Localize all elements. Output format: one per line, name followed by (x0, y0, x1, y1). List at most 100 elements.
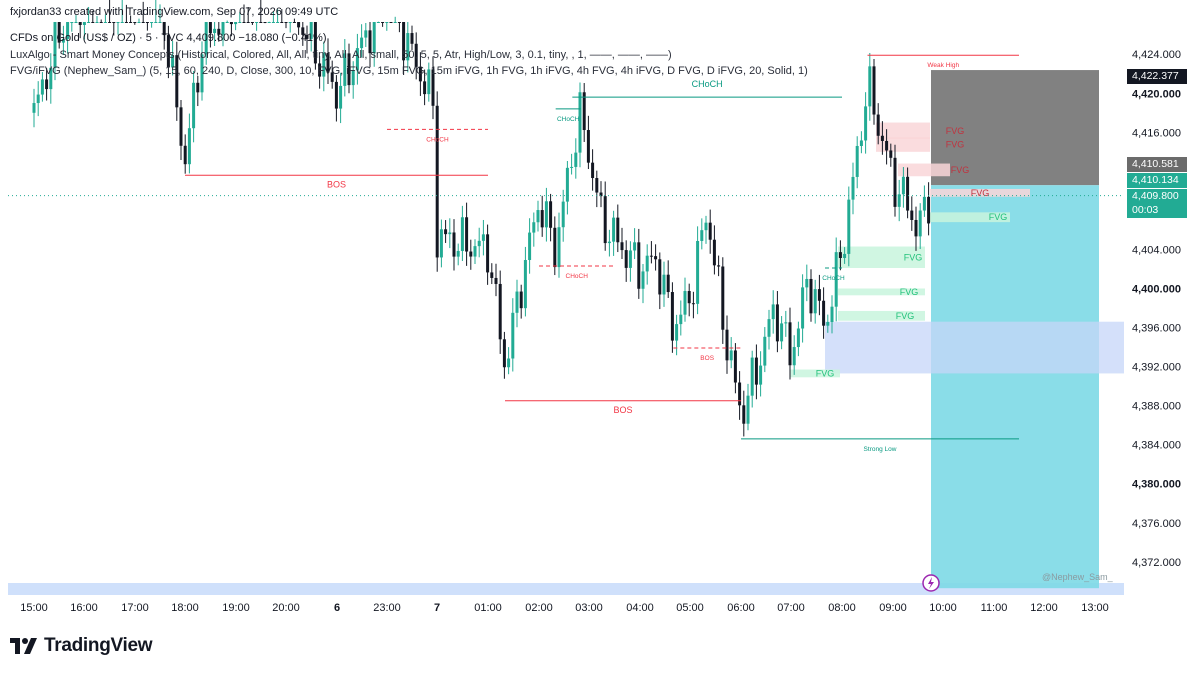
candle-body (826, 321, 830, 326)
candle-body (234, 22, 238, 25)
candle-body (267, 22, 271, 23)
candle-body (61, 38, 65, 43)
candle-body (922, 196, 926, 211)
candle-body (116, 22, 120, 23)
candle-body (637, 242, 641, 289)
candle-body (137, 22, 141, 23)
price-badge-last: 4,409.800 (1127, 189, 1187, 204)
candle-body (301, 27, 305, 35)
candle-body (221, 22, 225, 35)
candle-body (494, 277, 498, 284)
lightning-icon (922, 574, 940, 592)
candle-body (410, 33, 414, 44)
x-tick-label: 18:00 (171, 602, 199, 614)
candle-body (834, 252, 838, 307)
candle-body (612, 217, 616, 242)
x-tick-label: 23:00 (373, 602, 401, 614)
candle-body (553, 227, 557, 268)
candle-body (817, 289, 821, 301)
candle-body (717, 265, 721, 267)
candle-body (297, 22, 301, 28)
y-tick-label: 4,372.000 (1132, 557, 1181, 569)
candles-layer (32, 0, 931, 437)
fvg-label: FVG (900, 287, 919, 297)
candle-body (431, 69, 435, 106)
candle-body (263, 22, 267, 23)
fvg-zone-box (838, 310, 925, 321)
candle-body (129, 22, 133, 23)
candle-body (187, 128, 191, 165)
x-tick-label: 13:00 (1081, 602, 1109, 614)
candle-body (519, 291, 523, 309)
candle-body (213, 28, 217, 34)
position-target-area (931, 185, 1099, 589)
candle-body (481, 234, 485, 241)
candle-body (754, 357, 758, 385)
candle-body (402, 22, 406, 61)
indicator-fvg-line[interactable]: FVG/iFVG (Nephew_Sam_) (5, 15, 60, 240, … (10, 65, 808, 77)
candle-body (763, 336, 767, 366)
indicator-smc-line[interactable]: LuxAlgo - Smart Money Concepts (Historic… (10, 49, 672, 61)
candle-body (309, 22, 313, 39)
fvg-label: FVG (946, 126, 965, 136)
candle-body (460, 217, 464, 251)
x-tick-label: 06:00 (727, 602, 755, 614)
candle-body (616, 217, 620, 243)
candle-body (843, 253, 847, 258)
candle-body (855, 145, 859, 177)
credit-line: fxjordan33 created with TradingView.com,… (10, 6, 339, 18)
candle-body (620, 242, 624, 251)
candle-body (103, 22, 107, 23)
price-badge-countdown: 00:03 (1127, 203, 1187, 218)
x-tick-label: 15:00 (20, 602, 48, 614)
candle-body (771, 304, 775, 320)
candle-body (259, 22, 263, 23)
candle-body (721, 266, 725, 330)
candle-body (549, 201, 553, 228)
fvg-zone-box (838, 288, 925, 296)
time-axis: 15:00 16:00 17:00 18:00 19:00 20:00 6 23:00 7 01:… (20, 602, 1109, 614)
candle-body (347, 53, 351, 86)
candle-body (683, 291, 687, 315)
symbol-line[interactable]: CFDs on Gold (US$ / OZ) · 5 · TVC 4,409.… (10, 32, 327, 44)
y-tick-label: 4,416.000 (1132, 127, 1181, 139)
candle-body (397, 22, 401, 23)
candle-body (838, 252, 842, 258)
x-tick-label: 02:00 (525, 602, 553, 614)
candle-body (578, 92, 582, 153)
candle-body (87, 22, 91, 23)
fvg-zone-box (790, 369, 840, 378)
fvg-zone-box (898, 163, 950, 177)
candle-body (469, 251, 473, 257)
x-tick-label: 6 (334, 602, 340, 614)
y-tick-label: 4,376.000 (1132, 518, 1181, 530)
candle-body (74, 22, 78, 23)
candle-body (759, 365, 763, 385)
candle-body (897, 194, 901, 207)
x-tick-label: 12:00 (1030, 602, 1058, 614)
candle-body (490, 272, 494, 278)
price-badge-entry: 4,410.134 (1127, 173, 1187, 188)
candle-body (45, 79, 49, 90)
candle-body (452, 232, 456, 257)
x-tick-label: 08:00 (828, 602, 856, 614)
tradingview-logo[interactable]: TradingView (10, 635, 153, 657)
candle-body (687, 291, 691, 304)
x-tick-label: 03:00 (575, 602, 603, 614)
x-tick-label: 04:00 (626, 602, 654, 614)
candle-body (822, 300, 826, 326)
candle-body (192, 82, 196, 129)
candle-body (830, 306, 834, 322)
candle-body (918, 210, 922, 237)
fvg-zone-box (930, 188, 1030, 197)
candle-body (435, 105, 439, 258)
fvg-zone-box (876, 122, 930, 140)
candle-body (901, 176, 905, 195)
x-tick-label: 09:00 (879, 602, 907, 614)
fvg-zone-box (876, 137, 930, 152)
candle-body (225, 22, 229, 23)
candle-body (368, 30, 372, 54)
candle-body (330, 72, 334, 82)
candle-body (376, 22, 380, 23)
